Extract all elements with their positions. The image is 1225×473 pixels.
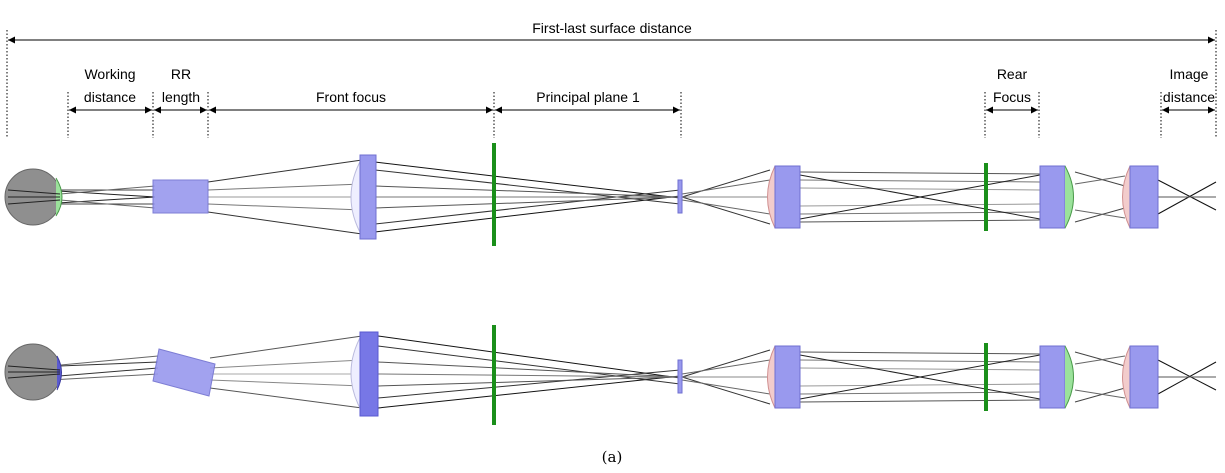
field-stop xyxy=(677,179,683,214)
eye-rays-2 xyxy=(7,365,61,379)
extension-lines xyxy=(6,30,1217,138)
eye-rays xyxy=(7,189,61,205)
relay-lens-2-2 xyxy=(1039,345,1066,409)
rr-label-line1: RR xyxy=(171,66,191,82)
relay-lens-2 xyxy=(1039,165,1066,229)
dimension-annotations xyxy=(6,30,1217,138)
principal-plane-label: Principal plane 1 xyxy=(536,89,640,105)
working-label-line1: Working xyxy=(84,66,135,82)
relay-lens-1-front-2 xyxy=(767,345,776,409)
front-lens-surface-2 xyxy=(350,333,363,413)
last-lens-front-2 xyxy=(1122,345,1131,409)
last-lens-front xyxy=(1122,165,1131,229)
cornea-2 xyxy=(56,355,62,391)
focal-plane-green-2 xyxy=(492,325,496,425)
front-lens-surface xyxy=(350,157,363,237)
rear-focus-label-line2: Focus xyxy=(993,89,1031,105)
image-distance-label-line1: Image xyxy=(1170,66,1209,82)
rr-label-line2: length xyxy=(162,89,200,105)
relay-lens-1 xyxy=(774,165,801,229)
rear-focus-label-line1: Rear xyxy=(997,66,1028,82)
front-focus-label: Front focus xyxy=(316,89,386,105)
front-lens xyxy=(359,154,377,240)
relay-lens-1-2 xyxy=(774,345,801,409)
rr-block-tilted xyxy=(152,348,216,397)
focal-plane-green xyxy=(492,143,496,246)
rear-focus-plane xyxy=(984,163,988,231)
image-distance-label-line2: distance xyxy=(1163,89,1215,105)
relay-lens-1-front xyxy=(767,165,776,229)
rear-focus-plane-2 xyxy=(984,343,988,411)
last-lens xyxy=(1129,165,1159,229)
figure-caption: (a) xyxy=(602,448,623,466)
field-stop-2 xyxy=(677,359,683,394)
first-last-label: First-last surface distance xyxy=(532,20,692,36)
relay-lens-2-back-2 xyxy=(1064,345,1074,409)
rr-block xyxy=(152,179,209,214)
optical-system-bottom xyxy=(4,325,1217,425)
ray-bundle-bottom xyxy=(9,335,1217,409)
working-label-line2: distance xyxy=(84,89,136,105)
front-lens-2 xyxy=(359,331,379,417)
relay-lens-2-back xyxy=(1064,165,1074,229)
last-lens-2 xyxy=(1129,345,1159,409)
optical-system-top xyxy=(4,143,1217,246)
